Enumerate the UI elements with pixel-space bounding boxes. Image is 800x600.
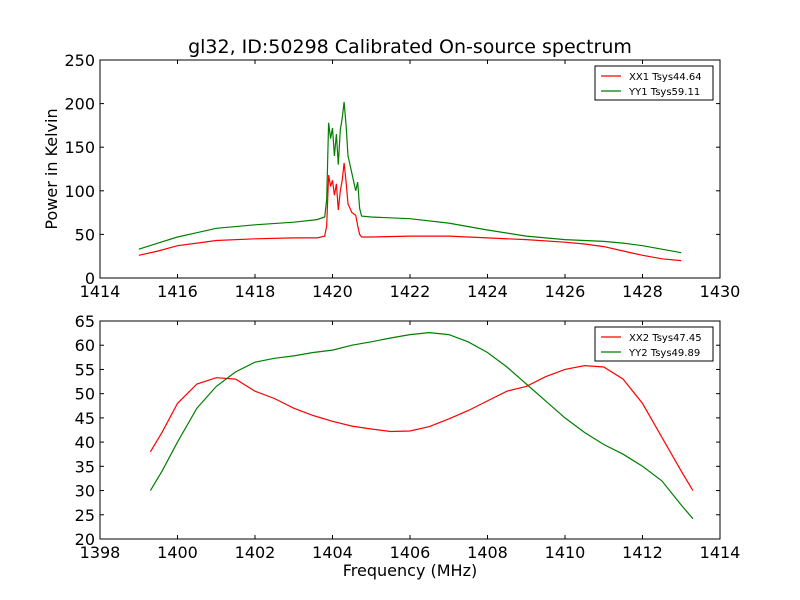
bottom-plot: 1398 1400 1402 1404 1406 1408 1410 1412 1414 20 25… <box>75 312 741 580</box>
x-tick-label: 1420 <box>312 282 353 301</box>
y-tick-label: 100 <box>64 182 95 201</box>
y-tick-label: 150 <box>64 138 95 157</box>
y-axis-label: Power in Kelvin <box>42 108 61 229</box>
x-tick-label: 1404 <box>312 543 353 562</box>
top-plot: 1414 1416 1418 1420 1422 1424 1426 1428 1430 0 50 1… <box>42 51 740 301</box>
y-tick-label: 30 <box>75 482 95 501</box>
x-tick-label: 1424 <box>467 282 508 301</box>
x-tick-label: 1416 <box>157 282 198 301</box>
x-tick-label: 1400 <box>157 543 198 562</box>
x-tick-label: 1430 <box>700 282 741 301</box>
x-tick-label: 1398 <box>80 543 121 562</box>
y-tick-label: 55 <box>75 360 95 379</box>
legend-label: YY1 Tsys59.11 <box>628 87 700 98</box>
x-tick-label: 1428 <box>622 282 663 301</box>
chart-title: gl32, ID:50298 Calibrated On-source spec… <box>188 36 632 58</box>
y-tick-label: 45 <box>75 409 95 428</box>
x-tick-label: 1412 <box>622 543 663 562</box>
legend: XX1 Tsys44.64 YY1 Tsys59.11 <box>594 65 714 101</box>
series-line-xx1 <box>138 162 682 262</box>
x-axis-label: Frequency (MHz) <box>343 561 477 580</box>
x-tick-label: 1414 <box>80 282 121 301</box>
x-tick-label: 1414 <box>700 543 741 562</box>
y-tick-label: 65 <box>75 312 95 331</box>
legend-label: XX2 Tsys47.45 <box>629 333 702 344</box>
y-tick-label: 35 <box>75 457 95 476</box>
y-tick-label: 20 <box>75 530 95 549</box>
legend: XX2 Tsys47.45 YY2 Tsys49.89 <box>594 326 714 362</box>
x-tick-label: 1402 <box>235 543 276 562</box>
x-tick-label: 1408 <box>467 543 508 562</box>
series-line-xx2 <box>149 364 694 491</box>
y-tick-label: 50 <box>75 225 95 244</box>
y-tick-label: 25 <box>75 506 95 525</box>
legend-box <box>594 326 714 362</box>
y-tick-label: 40 <box>75 433 95 452</box>
x-tick-label: 1410 <box>545 543 586 562</box>
x-tick-label: 1426 <box>545 282 586 301</box>
y-tick-label: 50 <box>75 385 95 404</box>
series-line-yy1 <box>138 101 682 254</box>
legend-label: XX1 Tsys44.64 <box>629 72 702 83</box>
legend-label: YY2 Tsys49.89 <box>628 348 700 359</box>
x-tick-label: 1406 <box>390 543 431 562</box>
y-tick-label: 250 <box>64 51 95 70</box>
series-line-yy2 <box>149 331 694 520</box>
legend-box <box>594 65 714 101</box>
y-tick-label: 0 <box>85 269 95 288</box>
x-tick-label: 1422 <box>390 282 431 301</box>
x-tick-label: 1418 <box>235 282 276 301</box>
y-tick-label: 60 <box>75 336 95 355</box>
y-tick-label: 200 <box>64 95 95 114</box>
